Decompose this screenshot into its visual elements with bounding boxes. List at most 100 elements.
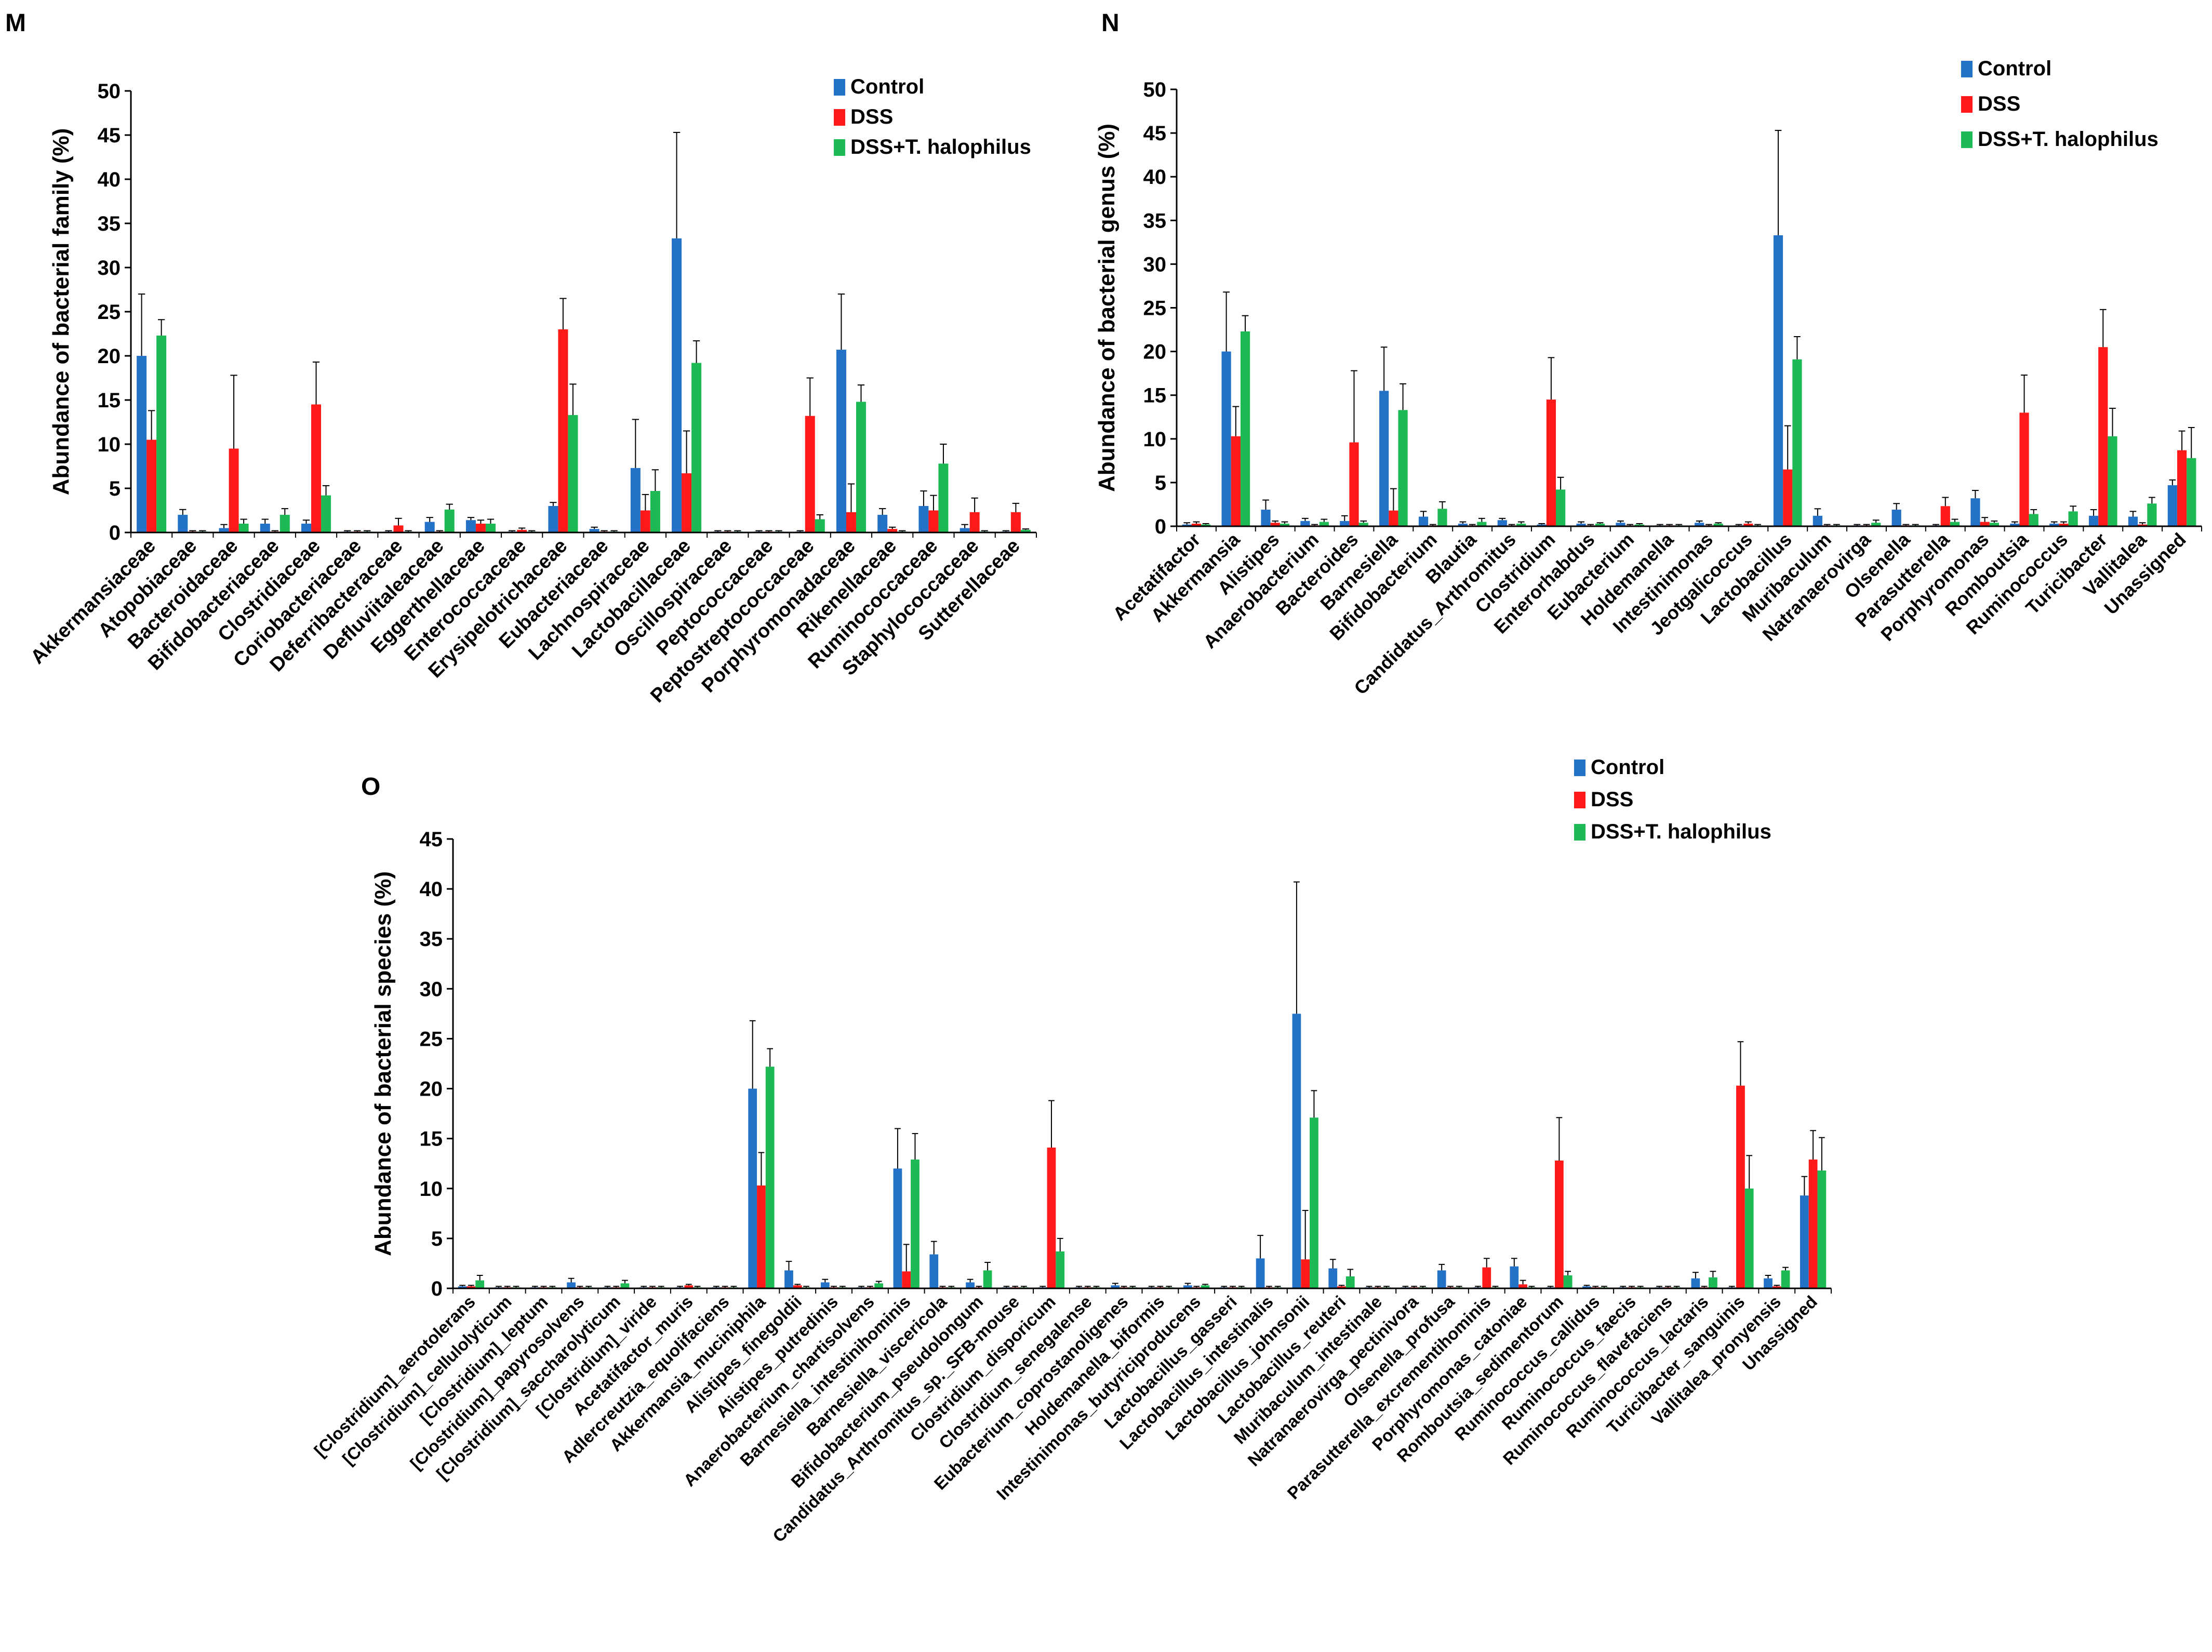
bar-dss-clostridium-aerotolerans — [467, 1286, 476, 1288]
bar-control-erysipelotrichaceae — [548, 506, 558, 532]
legend-swatch-control — [1961, 61, 1973, 77]
bar-dss-unassigned — [1808, 1160, 1818, 1288]
bar-dss-t-halophilus-lactobacillus-johnsonii — [1310, 1117, 1318, 1288]
bar-control-lactobacillus-reuteri — [1328, 1268, 1338, 1288]
bar-dss-t-halophilus-clostridiaceae — [321, 495, 331, 532]
legend-label-dss-t-halophilus: DSS+T. halophilus — [1591, 820, 1771, 843]
bar-dss-t-halophilus-clostridium-disporicum — [1056, 1251, 1065, 1288]
bar-dss-t-halophilus-barnesiella-intestinihominis — [911, 1160, 920, 1288]
bar-control-alistipes-finegoldii — [784, 1270, 793, 1288]
bar-dss-ruminococcus — [2059, 523, 2069, 526]
bar-control-clostridium — [1537, 524, 1547, 526]
bar-dss-porphyromonas — [1980, 522, 1990, 526]
legend-label-dss: DSS — [1591, 788, 1633, 811]
bar-dss-t-halophilus-defluviitaleaceae — [444, 509, 455, 532]
bar-control-barnesiella-viscericola — [929, 1254, 939, 1288]
y-tick-label: 15 — [98, 389, 121, 412]
bar-dss-romboutsia — [2019, 412, 2029, 526]
bar-dss-t-halophilus-bifidobacterium-pseudolongum — [983, 1270, 992, 1288]
bar-control-turicibacter — [2088, 515, 2099, 526]
bar-dss-t-halophilus-enterorhabdus — [1595, 523, 1605, 526]
bar-dss-barnesiella-intestinihominis — [902, 1271, 911, 1288]
bar-dss-clostridium — [1546, 399, 1556, 526]
bar-dss-parasutterella-excrementihominis — [1482, 1267, 1491, 1288]
bar-dss-t-halophilus-acetatifactor — [1201, 524, 1211, 526]
bar-control-barnesiella — [1379, 391, 1389, 526]
bar-dss-jeotgalicoccus — [1743, 523, 1753, 526]
bar-dss-porphyromonas-catoniae — [1518, 1284, 1527, 1288]
legend-label-dss-t-halophilus: DSS+T. halophilus — [1978, 128, 2158, 151]
bar-dss-akkermansiaceae — [146, 439, 157, 532]
bar-dss-t-halophilus-vallitalea — [2147, 503, 2157, 526]
bar-control-eubacterium — [1616, 523, 1625, 526]
bar-dss-t-halophilus-clostridium — [1556, 489, 1566, 526]
bar-control-vallitalea — [2128, 516, 2138, 526]
legend-swatch-dss-t-halophilus — [834, 139, 845, 156]
bar-control-akkermansiaceae — [137, 356, 147, 532]
panel-letter-o: O — [361, 773, 380, 801]
bar-dss-t-halophilus-bacteroides — [1358, 523, 1368, 526]
bar-control-lactobacillus — [1773, 235, 1783, 526]
y-tick-label: 40 — [98, 168, 121, 191]
bar-dss-t-halophilus-natranaerovirga — [1871, 523, 1881, 526]
bar-control-unassigned — [2167, 485, 2177, 526]
bar-dss-t-halophilus-unassigned — [2187, 458, 2196, 526]
bar-dss-alistipes-finegoldii — [793, 1285, 802, 1288]
bar-dss-parasutterella — [1940, 506, 1950, 526]
bar-dss-porphyromonadaceae — [846, 512, 856, 532]
bar-dss-t-halophilus-lactobacillaceae — [691, 363, 702, 532]
bar-dss-deferribacteraceae — [393, 525, 404, 532]
bar-dss-t-halophilus-ruminococcus — [2068, 511, 2078, 526]
bar-dss-romboutsia-sedimentorum — [1555, 1160, 1564, 1288]
bar-dss-t-halophilus-ruminococcus-lactaris — [1709, 1277, 1717, 1288]
bar-dss-bacteroidaceae — [229, 448, 239, 532]
bar-dss-t-halophilus-peptostreptococcaceae — [815, 519, 825, 532]
bar-dss-erysipelotrichaceae — [558, 329, 568, 532]
legend-swatch-dss — [1574, 792, 1585, 808]
y-tick-label: 0 — [109, 522, 121, 544]
y-tick-label: 25 — [420, 1028, 443, 1050]
bar-dss-t-halophilus-anaerobacterium-chartisolvens — [874, 1283, 884, 1288]
bar-dss-acetatifactor-muris — [684, 1285, 694, 1288]
bar-dss-sutterellaceae — [1010, 512, 1021, 532]
bar-dss-t-halophilus-intestinimonas-butyriciproducens — [1201, 1285, 1210, 1288]
y-tick-label: 5 — [1155, 472, 1166, 495]
bar-control-bifidobacteriaceae — [260, 524, 270, 532]
y-tick-label: 35 — [98, 212, 121, 235]
bar-dss-t-halophilus-porphyromonas — [1989, 523, 1999, 526]
bar-control-ruminococcus-lactaris — [1691, 1278, 1700, 1288]
bar-dss-ruminococcaceae — [928, 510, 939, 532]
bar-control-staphylococcaceae — [960, 528, 970, 532]
bar-dss-t-halophilus-vallitalea-pronyensis — [1781, 1270, 1790, 1288]
bar-dss-akkermansia-muciniphila — [757, 1185, 766, 1288]
bar-control-bacteroides — [1340, 521, 1350, 526]
legend-swatch-dss — [1961, 96, 1973, 113]
bar-dss-clostridiaceae — [311, 404, 322, 532]
y-tick-label: 50 — [1143, 78, 1167, 101]
bar-dss-t-halophilus-lactobacillus — [1792, 359, 1802, 526]
bar-control-atopobiaceae — [178, 515, 188, 532]
legend-swatch-control — [1574, 760, 1585, 776]
bar-dss-t-halophilus-bifidobacteriaceae — [279, 515, 290, 532]
bar-dss-t-halophilus-romboutsia — [2029, 514, 2038, 526]
y-tick-label: 15 — [420, 1128, 443, 1151]
legend-label-dss: DSS — [1978, 92, 2020, 115]
bar-dss-t-halophilus-anaerobacterium — [1319, 522, 1329, 526]
bar-dss-t-halophilus-eubacterium — [1634, 524, 1644, 526]
bar-dss-t-halophilus-romboutsia-sedimentorum — [1563, 1275, 1573, 1288]
bar-control-barnesiella-intestinihominis — [893, 1168, 902, 1288]
bar-dss-unassigned — [2177, 450, 2187, 526]
bar-control-lactobacillus-johnsonii — [1292, 1014, 1301, 1288]
bar-dss-t-halophilus-akkermansiaceae — [156, 335, 167, 532]
bar-dss-lactobacillus-reuteri — [1337, 1286, 1346, 1288]
bar-dss-turicibacter-sanguinis — [1736, 1085, 1745, 1288]
legend-swatch-dss-t-halophilus — [1961, 131, 1973, 148]
bar-dss-t-halophilus-clostridium-saccharolyticum — [620, 1283, 630, 1288]
y-axis-title-o: Abundance of bacterial species (%) — [370, 871, 396, 1256]
y-tick-label: 20 — [98, 345, 121, 368]
bar-dss-barnesiella — [1389, 510, 1398, 526]
bar-dss-t-halophilus-turicibacter — [2108, 436, 2117, 526]
bar-control-intestinimonas-butyriciproducens — [1183, 1285, 1192, 1288]
bar-control-romboutsia — [2010, 523, 2020, 526]
bar-control-enterorhabdus — [1576, 523, 1586, 526]
